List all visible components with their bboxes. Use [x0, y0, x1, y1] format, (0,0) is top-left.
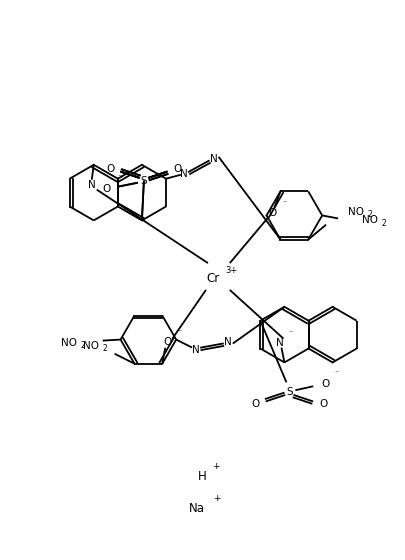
- Text: N: N: [275, 338, 284, 348]
- Text: ⁻: ⁻: [288, 328, 292, 337]
- Text: +: +: [213, 494, 221, 503]
- Text: 2: 2: [103, 344, 107, 353]
- Text: ⁻: ⁻: [100, 170, 105, 179]
- Text: ⁻: ⁻: [335, 368, 339, 377]
- Text: Na: Na: [189, 502, 205, 515]
- Text: O: O: [106, 164, 114, 174]
- Text: NO: NO: [362, 216, 378, 226]
- Text: O: O: [252, 399, 260, 409]
- Text: 2: 2: [368, 210, 373, 219]
- Text: ⁻: ⁻: [282, 199, 287, 208]
- Text: O: O: [321, 379, 329, 389]
- Text: NO: NO: [83, 341, 99, 351]
- Text: H: H: [198, 470, 207, 483]
- Text: NO: NO: [61, 338, 77, 348]
- Text: O: O: [163, 337, 171, 347]
- Text: N: N: [210, 154, 217, 164]
- Text: N: N: [180, 169, 188, 179]
- Text: O: O: [319, 399, 327, 409]
- Text: O: O: [174, 164, 182, 174]
- Text: N: N: [88, 180, 96, 190]
- Text: 2: 2: [81, 341, 85, 350]
- Text: Cr: Cr: [206, 272, 220, 284]
- Text: 2: 2: [382, 219, 386, 228]
- Text: +: +: [212, 462, 220, 471]
- Text: ⁻: ⁻: [118, 172, 122, 181]
- Text: O: O: [102, 184, 110, 194]
- Text: NO: NO: [348, 207, 364, 217]
- Text: N: N: [192, 344, 200, 354]
- Text: O: O: [269, 208, 277, 218]
- Text: S: S: [141, 176, 147, 186]
- Text: N: N: [224, 337, 232, 347]
- Text: 3+: 3+: [226, 265, 238, 274]
- Text: S: S: [286, 387, 293, 397]
- Text: ⁻: ⁻: [177, 328, 181, 337]
